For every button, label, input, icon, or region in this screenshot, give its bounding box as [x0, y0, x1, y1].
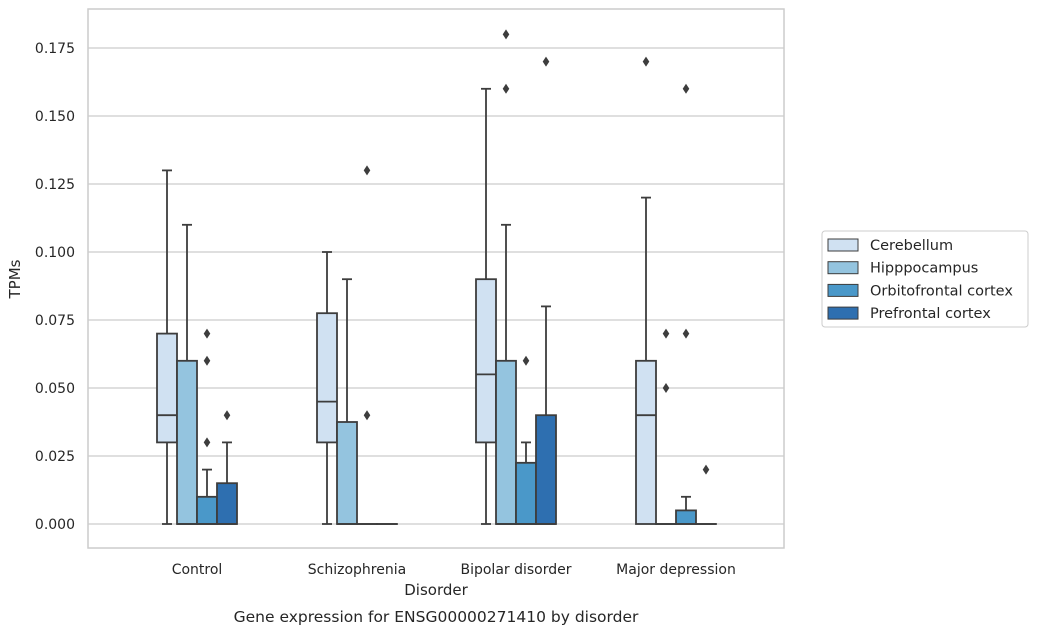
outlier-point [662, 383, 670, 393]
box-3-1 [655, 328, 677, 525]
plot-boxes [156, 29, 717, 525]
iqr-box [675, 509, 697, 525]
outlier-point [642, 56, 650, 67]
outlier-point [682, 328, 690, 339]
y-tick-label: 0.175 [35, 41, 75, 57]
legend-swatch [827, 261, 859, 275]
box-0-1 [176, 223, 198, 525]
iqr-box [515, 461, 537, 525]
y-tick-label: 0.075 [35, 313, 75, 329]
iqr-box [475, 278, 497, 444]
box-2-2 [515, 355, 537, 525]
outlier-point [502, 83, 510, 94]
outlier-point [542, 56, 550, 67]
x-tick-label: Control [172, 562, 223, 578]
legend-frame [821, 230, 1029, 328]
outlier-point [223, 410, 231, 421]
box-0-0 [156, 169, 178, 525]
legend-swatch [827, 283, 859, 297]
outlier-point [363, 165, 371, 176]
outlier-point [522, 355, 530, 366]
plot-area-frame [87, 8, 785, 549]
iqr-box [535, 414, 557, 525]
box-2-0 [475, 87, 497, 525]
outlier-point [502, 29, 510, 40]
legend-swatch [827, 238, 859, 252]
y-tick-label: 0.125 [35, 177, 75, 193]
legend-label: Prefrontal cortex [870, 306, 991, 322]
iqr-box [635, 359, 657, 525]
x-tick-label: Major depression [616, 562, 736, 578]
iqr-box [216, 482, 238, 525]
grid-lines [88, 47, 784, 525]
iqr-box [316, 312, 338, 444]
outlier-point [662, 328, 670, 339]
x-axis-ticks: Control Schizophrenia Bipolar disorder Majo… [172, 562, 736, 578]
box-1-2 [356, 165, 378, 525]
outlier-point [702, 464, 710, 475]
x-axis-label: Disorder [404, 581, 468, 599]
y-tick-label: 0.000 [35, 517, 75, 533]
y-tick-label: 0.025 [35, 449, 75, 465]
box-2-3 [535, 56, 557, 525]
x-tick-label: Bipolar disorder [460, 562, 571, 578]
x-tick-label: Schizophrenia [308, 562, 406, 578]
iqr-box [495, 359, 517, 525]
box-3-3 [695, 464, 717, 525]
y-tick-label: 0.100 [35, 245, 75, 261]
legend-label: Cerebellum [870, 238, 953, 254]
outlier-point [203, 328, 211, 339]
box-2-1 [495, 29, 517, 525]
legend-label: Orbitofrontal cortex [870, 283, 1013, 299]
outlier-point [682, 83, 690, 94]
outlier-point [203, 437, 211, 448]
legend-swatch [827, 306, 859, 320]
outlier-point [203, 355, 211, 366]
box-1-0 [316, 251, 338, 525]
y-tick-label: 0.050 [35, 381, 75, 397]
iqr-box [176, 359, 198, 525]
y-tick-label: 0.150 [35, 109, 75, 125]
iqr-box [336, 421, 358, 525]
iqr-box [156, 332, 178, 444]
box-0-3 [216, 410, 238, 525]
outlier-point [363, 410, 371, 421]
box-0-2 [196, 328, 218, 525]
box-1-1 [336, 278, 358, 525]
box-3-2 [675, 83, 697, 525]
y-axis-label: TPMs [6, 259, 24, 299]
iqr-box [196, 495, 218, 525]
y-axis-ticks: 0.000 0.025 0.050 0.075 0.100 0.125 0.150 0.175 [35, 41, 75, 533]
legend: Cerebellum Hipppocampus Orbitofrontal cort… [821, 230, 1029, 328]
legend-label: Hipppocampus [870, 261, 978, 277]
box-3-0 [635, 56, 657, 525]
chart-caption: Gene expression for ENSG00000271410 by d… [234, 608, 639, 626]
